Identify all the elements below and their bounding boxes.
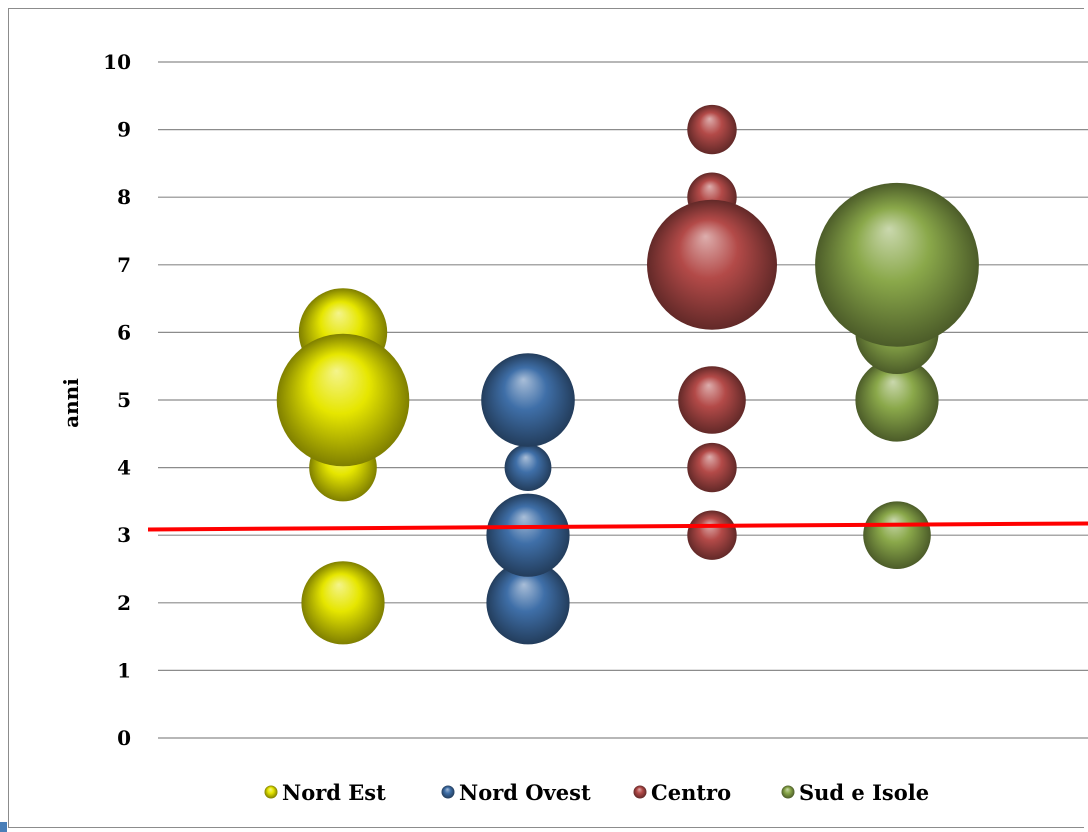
bubble xyxy=(678,366,746,434)
bubble xyxy=(504,444,552,491)
y-tick-label: 9 xyxy=(117,118,131,142)
y-tick-label: 5 xyxy=(117,388,131,412)
bubble xyxy=(301,561,385,645)
y-tick-label: 4 xyxy=(117,456,131,480)
legend-item: Nord Ovest xyxy=(441,780,591,805)
legend-marker xyxy=(781,785,795,799)
bubble xyxy=(855,358,939,442)
bubble xyxy=(647,199,777,330)
bubble xyxy=(481,353,575,447)
y-tick-label: 7 xyxy=(117,253,131,277)
reference-line xyxy=(147,521,1088,532)
bubbles xyxy=(276,104,979,645)
y-tick-label: 8 xyxy=(117,185,131,209)
legend-label: Nord Est xyxy=(282,780,386,805)
series-nord-est xyxy=(276,288,410,645)
legend-marker xyxy=(441,785,455,799)
y-axis-label: anni xyxy=(59,378,83,428)
legend-marker xyxy=(633,785,647,799)
legend: Nord Est Nord Ovest Centro Sud e Isole xyxy=(264,780,929,805)
y-tick-label: 3 xyxy=(117,523,131,547)
y-tick-label: 2 xyxy=(117,591,131,615)
bubble xyxy=(815,182,979,347)
legend-item: Sud e Isole xyxy=(781,780,929,805)
legend-label: Sud e Isole xyxy=(799,780,929,805)
bubble xyxy=(687,442,737,493)
corner-mark xyxy=(0,822,7,832)
legend-item: Nord Est xyxy=(264,780,386,805)
series-nord-ovest xyxy=(481,353,575,645)
bubble xyxy=(276,333,410,467)
y-tick-label: 1 xyxy=(117,658,131,682)
bubble xyxy=(687,510,737,560)
y-tick-label: 6 xyxy=(117,320,131,344)
y-tick-label: 0 xyxy=(117,726,131,750)
series-centro xyxy=(647,104,777,560)
series-sud-e-isole xyxy=(815,182,979,569)
y-tick-label: 10 xyxy=(103,50,131,74)
bubble xyxy=(687,104,737,155)
bubble xyxy=(486,493,570,577)
y-axis-ticks: 0 1 2 3 4 5 6 7 8 9 10 xyxy=(103,50,131,750)
legend-label: Nord Ovest xyxy=(459,780,591,805)
legend-item: Centro xyxy=(633,780,731,805)
bubble xyxy=(486,561,570,645)
legend-label: Centro xyxy=(651,780,731,805)
bubble xyxy=(863,501,931,569)
legend-marker xyxy=(264,785,278,799)
